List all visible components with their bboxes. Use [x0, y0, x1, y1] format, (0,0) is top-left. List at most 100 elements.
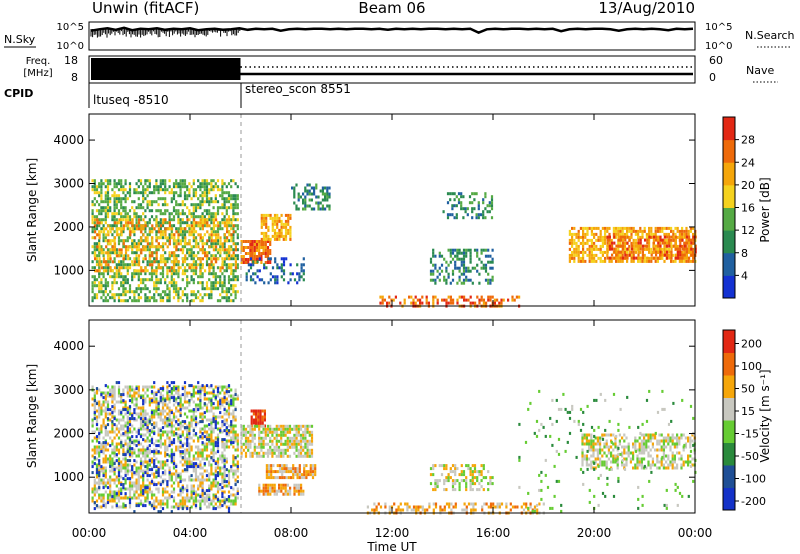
data-cell	[319, 207, 322, 211]
data-cell	[159, 281, 162, 285]
data-cell	[588, 247, 591, 251]
data-cell	[227, 278, 231, 282]
data-cell	[219, 278, 222, 282]
data-cell	[201, 457, 204, 461]
data-cell	[157, 490, 160, 494]
data-cell	[161, 493, 165, 497]
data-cell	[685, 226, 688, 230]
data-cell	[107, 263, 110, 267]
data-cell	[234, 406, 237, 410]
data-cell	[590, 259, 593, 263]
data-cell	[188, 436, 191, 440]
data-cell	[650, 250, 653, 254]
data-cell	[216, 448, 220, 452]
data-cell	[166, 388, 169, 392]
data-cell	[91, 215, 94, 219]
data-cell	[293, 189, 296, 193]
data-cell	[197, 484, 200, 488]
data-cell	[685, 259, 688, 263]
data-cell	[161, 502, 165, 506]
data-cell	[115, 466, 118, 470]
data-cell	[260, 261, 263, 264]
data-cell	[137, 484, 140, 488]
data-cell	[293, 186, 296, 190]
data-cell	[223, 475, 226, 479]
data-cell	[117, 260, 121, 264]
data-cell	[234, 439, 237, 443]
data-cell	[194, 391, 198, 395]
data-cell	[117, 299, 121, 303]
data-cell	[199, 299, 202, 303]
data-cell	[139, 469, 143, 473]
data-cell	[491, 266, 494, 270]
data-cell	[203, 442, 206, 446]
data-cell	[155, 403, 158, 407]
data-cell	[104, 481, 107, 485]
data-cell	[117, 505, 121, 509]
data-cell	[205, 179, 209, 183]
data-cell	[484, 216, 487, 220]
data-cell	[456, 257, 459, 261]
data-cell	[403, 301, 406, 305]
data-cell	[641, 247, 644, 251]
data-cell	[223, 248, 226, 252]
data-cell	[102, 486, 105, 490]
data-cell	[164, 188, 167, 192]
data-cell	[462, 254, 466, 258]
data-cell	[663, 250, 666, 254]
data-cell	[104, 490, 107, 494]
data-cell	[232, 218, 235, 222]
data-cell	[142, 433, 145, 437]
data-cell	[206, 251, 209, 255]
data-cell	[122, 191, 125, 195]
data-cell	[234, 472, 237, 476]
data-cell	[208, 272, 211, 276]
data-cell	[91, 448, 94, 452]
data-cell	[166, 287, 169, 291]
data-cell	[172, 290, 176, 294]
data-cell	[137, 454, 140, 458]
data-cell	[197, 436, 200, 440]
data-cell	[128, 423, 132, 427]
data-cell	[432, 295, 435, 299]
data-cell	[615, 229, 618, 233]
data-cell	[111, 391, 114, 395]
data-cell	[111, 215, 114, 219]
data-cell	[100, 212, 103, 216]
data-cell	[588, 226, 591, 230]
data-cell	[276, 231, 279, 235]
data-cell	[106, 457, 110, 461]
data-cell	[227, 490, 231, 494]
data-cell	[456, 281, 459, 285]
data-cell	[135, 439, 138, 443]
data-cell	[226, 236, 229, 240]
data-cell	[91, 465, 94, 469]
data-cell	[120, 251, 123, 255]
data-cell	[266, 261, 270, 264]
data-cell	[109, 182, 112, 186]
data-cell	[135, 400, 138, 404]
data-cell	[161, 406, 165, 410]
data-cell	[210, 448, 213, 452]
data-cell	[131, 206, 134, 210]
data-cell	[685, 250, 688, 254]
data-cell	[177, 272, 180, 276]
data-cell	[91, 221, 94, 225]
data-cell	[91, 203, 94, 207]
data-cell	[676, 229, 679, 233]
data-cell	[611, 253, 614, 257]
data-cell	[124, 287, 127, 291]
data-cell	[148, 296, 151, 300]
data-cell	[146, 206, 149, 210]
data-cell	[168, 475, 171, 479]
data-cell	[284, 231, 288, 235]
data-cell	[208, 257, 211, 261]
data-cell	[183, 505, 187, 509]
data-cell	[462, 272, 466, 276]
data-cell	[122, 451, 125, 455]
data-cell	[138, 248, 141, 252]
data-cell	[690, 253, 693, 257]
data-cell	[659, 247, 662, 251]
data-cell	[140, 248, 143, 252]
data-cell	[161, 224, 165, 228]
